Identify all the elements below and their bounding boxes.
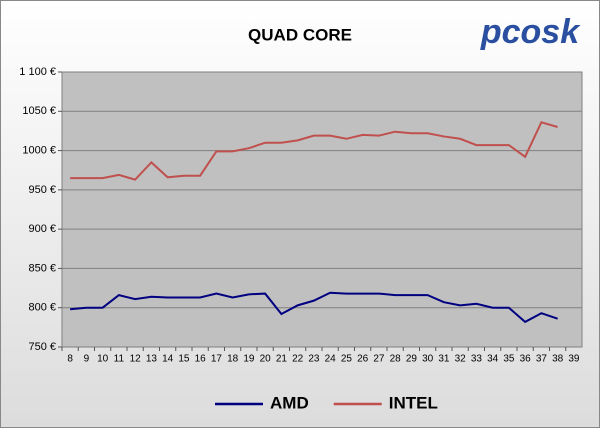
x-tick-label: 27 <box>373 354 385 365</box>
x-tick-label: 31 <box>438 354 450 365</box>
x-tick-label: 35 <box>503 354 515 365</box>
x-tick-label: 30 <box>422 354 434 365</box>
x-tick-label: 23 <box>308 354 320 365</box>
x-tick-label: 32 <box>455 354 467 365</box>
x-tick-label: 22 <box>292 354 304 365</box>
x-tick-label: 21 <box>276 354 288 365</box>
x-tick-label: 24 <box>325 354 337 365</box>
y-tick-label: 1000 € <box>22 144 56 156</box>
x-tick-label: 20 <box>260 354 272 365</box>
x-tick-label: 38 <box>552 354 564 365</box>
y-tick-label: 1050 € <box>22 105 56 117</box>
x-tick-label: 33 <box>471 354 483 365</box>
x-tick-label: 12 <box>130 354 142 365</box>
x-tick-label: 10 <box>97 354 109 365</box>
y-tick-label: 900 € <box>28 223 56 235</box>
x-tick-label: 37 <box>536 354 548 365</box>
y-tick-label: 950 € <box>28 184 56 196</box>
x-tick-label: 34 <box>487 354 499 365</box>
x-tick-label: 26 <box>357 354 369 365</box>
x-tick-label: 11 <box>114 354 125 365</box>
x-tick-label: 25 <box>341 354 353 365</box>
series-line <box>70 291 558 324</box>
y-tick-label: 800 € <box>28 302 56 314</box>
x-tick-label: 28 <box>390 354 402 365</box>
x-tick-label: 18 <box>227 354 239 365</box>
y-tick-label: 850 € <box>28 262 56 274</box>
x-tick-label: 39 <box>568 354 580 365</box>
x-tick-label: 13 <box>146 354 158 365</box>
x-tick-label: 36 <box>520 354 532 365</box>
x-tick-label: 16 <box>195 354 207 365</box>
legend-label: AMD <box>270 393 309 412</box>
y-tick-label: 750 € <box>28 341 56 353</box>
series-line <box>70 121 558 181</box>
x-tick-label: 14 <box>162 354 174 365</box>
x-tick-label: 15 <box>178 354 190 365</box>
chart-title: QUAD CORE <box>248 25 352 44</box>
x-tick-label: 29 <box>406 354 418 365</box>
plot-area <box>61 71 583 348</box>
x-tick-label: 8 <box>67 354 73 365</box>
x-tick-label: 9 <box>84 354 90 365</box>
x-tick-label: 19 <box>243 354 255 365</box>
y-tick-label: 1 100 € <box>19 66 56 78</box>
legend-label: INTEL <box>389 393 438 412</box>
logo: pcosk <box>480 13 581 51</box>
x-tick-label: 17 <box>211 354 223 365</box>
